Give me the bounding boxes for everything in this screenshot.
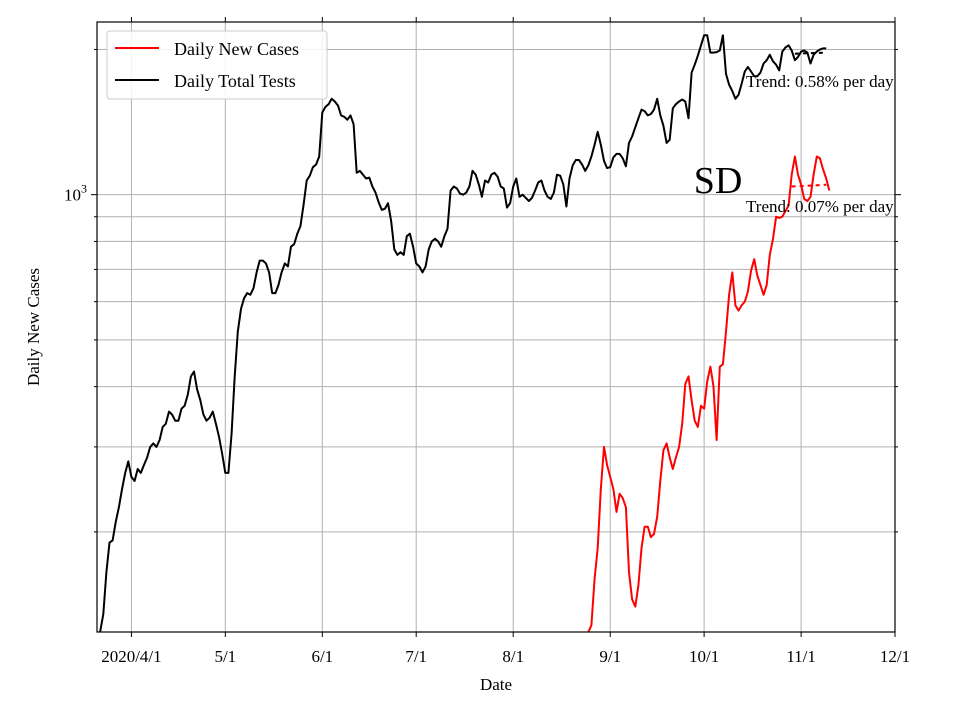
- trend-layer: [791, 51, 827, 188]
- trend-line-cases: [791, 183, 827, 188]
- trend-annotation-cases: Trend: 0.07% per day: [746, 197, 894, 216]
- x-tick-label: 9/1: [599, 647, 621, 666]
- legend: Daily New Cases Daily Total Tests: [106, 30, 328, 100]
- state-label: SD: [694, 160, 743, 202]
- x-tick-label: 6/1: [311, 647, 333, 666]
- legend-label-cases: Daily New Cases: [174, 39, 299, 59]
- legend-label-tests: Daily Total Tests: [174, 71, 296, 91]
- plot-frame: [96, 21, 896, 633]
- y-tick-label-exponent: 3: [81, 182, 87, 196]
- x-tick-label: 7/1: [405, 647, 427, 666]
- legend-box: [106, 30, 328, 100]
- x-tick-label: 8/1: [502, 647, 524, 666]
- x-axis-label: Date: [480, 675, 512, 694]
- x-tick-label: 2020/4/1: [101, 647, 161, 666]
- x-tick-label: 11/1: [786, 647, 816, 666]
- x-tick-label: 5/1: [214, 647, 236, 666]
- series-line-daily-new-cases: [587, 155, 831, 633]
- trend-annotation-tests: Trend: 0.58% per day: [746, 72, 894, 91]
- x-tick-label: 12/1: [880, 647, 910, 666]
- y-axis-label: Daily New Cases: [24, 268, 43, 386]
- series-layer: [99, 34, 831, 633]
- series-line-daily-total-tests: [99, 34, 827, 633]
- x-tick-label: 10/1: [689, 647, 719, 666]
- trend-line-tests: [794, 51, 827, 55]
